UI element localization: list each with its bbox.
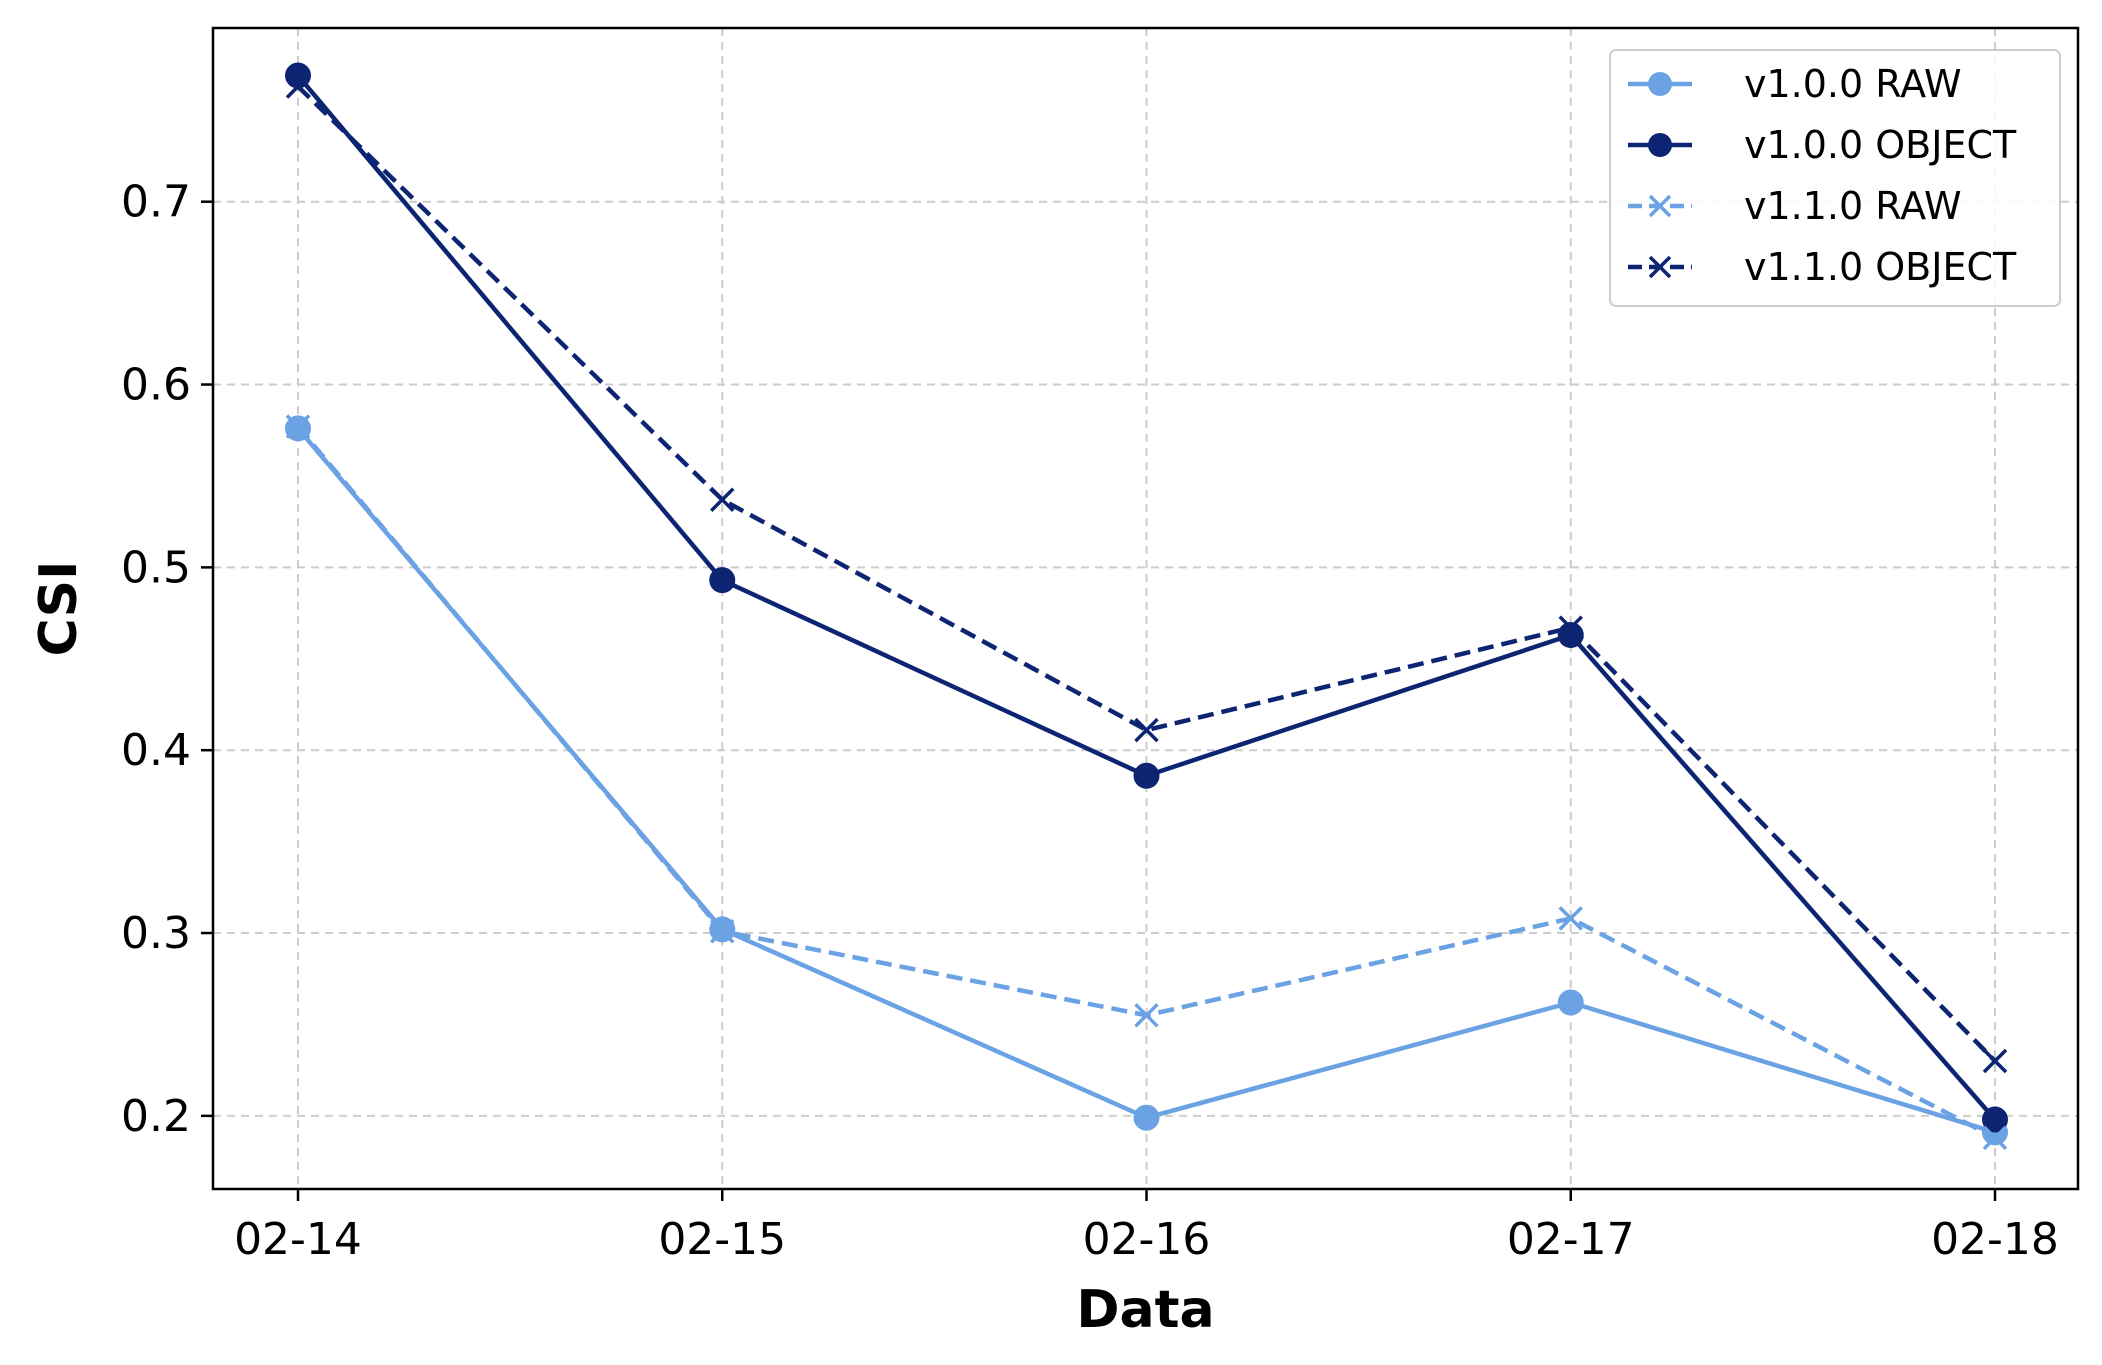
data-point [1982,1106,2008,1133]
y-axis-label: CSI [29,561,89,657]
data-point-stroke [1558,615,1583,640]
series-line-4 [296,84,1997,1063]
legend-label: v1.1.0 OBJECT [1744,245,2017,289]
y-tick-label: 0.7 [121,177,191,228]
data-point [709,567,736,594]
data-point [1557,989,1584,1016]
y-tick-label: 0.2 [121,1091,191,1142]
data-point-stroke [1982,1125,2008,1151]
legend-item: v1.1.0 RAW [1628,184,1962,228]
legend-marker [1648,72,1672,96]
x-tick-label: 02-17 [1507,1214,1635,1265]
data-point [1134,717,1159,743]
x-tick-label: 02-15 [658,1214,786,1265]
data-point-stroke [1134,717,1159,743]
data-point [1558,615,1583,640]
legend-marker [1648,133,1672,157]
data-point [710,487,735,512]
axes-layer: 02-14 02-15 02-16 02-17 02-18 0.2 0.3 0.4 0.5 0.6… [29,26,2080,1340]
y-tick-label: 0.3 [121,908,191,959]
legend-box [1609,49,2061,307]
data-point-stroke [1982,1048,2008,1074]
data-point [1133,762,1160,789]
grid-layer [213,28,2078,1189]
series-layer [285,62,2008,1151]
legend-label: v1.0.0 OBJECT [1744,123,2017,167]
data-point [1133,1104,1160,1131]
legend-item: v1.0.0 RAW [1628,62,1962,106]
y-tick-label: 0.5 [121,542,191,593]
legend-marker [1648,194,1672,218]
legend-item: v1.0.0 OBJECT [1628,123,2017,167]
legend: v1.0.0 RAW v1.0.0 OBJECT v1.1.0 RAW v1.1.0 … [1609,49,2061,307]
data-point-stroke [710,918,735,944]
y-tick-label: 0.4 [121,725,191,776]
legend-label: v1.0.0 RAW [1744,62,1962,106]
data-point [285,74,311,99]
legend-item: v1.1.0 OBJECT [1628,245,2017,289]
data-point-stroke [710,487,735,512]
data-point [1982,1125,2008,1151]
data-point-stroke [285,74,311,99]
x-tick-label: 02-18 [1931,1214,2059,1265]
data-point [1982,1048,2008,1074]
x-tick-label: 02-14 [234,1214,362,1265]
data-point [1558,906,1583,931]
data-point [1557,622,1584,649]
data-point-stroke [285,414,311,439]
legend-label: v1.1.0 RAW [1744,184,1962,228]
data-point [1134,1003,1159,1028]
data-point-stroke [1558,906,1583,931]
data-point [285,414,311,439]
y-tick-label: 0.6 [121,360,191,411]
legend-marker [1648,255,1672,279]
data-point [710,918,735,944]
data-point-stroke [1134,1003,1159,1028]
x-axis-label: Data [1076,1280,1214,1340]
x-tick-label: 02-16 [1083,1214,1211,1265]
